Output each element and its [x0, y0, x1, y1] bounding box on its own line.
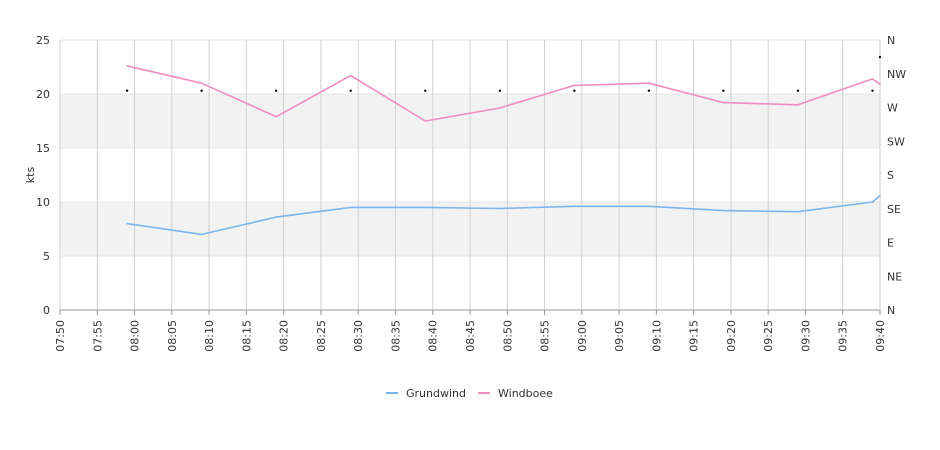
direction-tick-label: W	[887, 102, 898, 115]
legend-label: Windboee	[498, 387, 553, 400]
direction-marker	[722, 89, 725, 92]
direction-marker	[573, 89, 576, 92]
direction-marker	[647, 89, 651, 92]
x-tick-label: 08:30	[352, 320, 365, 352]
x-tick-label: 07:50	[54, 320, 67, 352]
data-point-windboee	[871, 78, 874, 80]
direction-marker	[796, 89, 800, 92]
x-tick-label: 09:35	[837, 320, 850, 352]
x-tick-label: 08:45	[464, 320, 477, 352]
series-lines	[126, 65, 881, 236]
x-tick-label: 07:55	[91, 320, 104, 352]
data-point-windboee	[275, 115, 277, 118]
legend-label: Grundwind	[406, 387, 466, 400]
direction-tick-label: S	[887, 169, 894, 182]
x-tick-label: 08:50	[501, 320, 514, 352]
data-point-grundwind	[871, 201, 874, 203]
x-tick-label: 09:10	[650, 320, 663, 352]
data-point-windboee	[126, 65, 128, 67]
direction-marker	[274, 89, 278, 92]
data-point-windboee	[349, 74, 352, 77]
direction-marker	[424, 89, 427, 92]
legend: Grundwind Windboee	[386, 387, 553, 400]
x-tick-label: 09:15	[688, 320, 701, 352]
x-tick-label: 09:25	[762, 320, 775, 352]
data-point-grundwind	[648, 205, 650, 208]
data-point-grundwind	[275, 216, 277, 218]
direction-tick-label: NW	[887, 68, 906, 81]
data-point-windboee	[424, 120, 427, 122]
x-tick-label: 09:05	[613, 320, 626, 352]
y-tick-label: 15	[36, 142, 50, 155]
y-tick-label: 20	[36, 88, 50, 101]
data-point-grundwind	[126, 222, 128, 225]
y-tick-label: 5	[43, 250, 50, 263]
grid-lines	[59, 39, 881, 311]
direction-markers	[125, 55, 882, 92]
series-line-windboee	[126, 65, 881, 122]
direction-marker	[349, 89, 352, 92]
direction-tick-label: E	[887, 237, 894, 250]
y-tick-label: 25	[36, 34, 50, 47]
direction-marker	[498, 89, 502, 92]
x-tick-label: 08:05	[166, 320, 179, 352]
direction-marker	[871, 89, 874, 92]
x-tick-label: 08:55	[539, 320, 552, 352]
x-tick-label: 08:25	[315, 320, 328, 352]
x-tick-label: 09:20	[725, 320, 738, 352]
data-point-grundwind	[797, 210, 799, 213]
data-point-grundwind	[424, 206, 427, 209]
data-point-windboee	[879, 83, 881, 86]
data-point-windboee	[648, 82, 650, 84]
data-point-grundwind	[200, 233, 203, 236]
x-tick-label: 08:35	[389, 320, 402, 352]
direction-tick-label: N	[887, 34, 895, 47]
x-tick-label: 08:20	[278, 320, 291, 352]
data-point-grundwind	[573, 205, 576, 208]
y-axis-title: kts	[24, 167, 37, 184]
data-point-grundwind	[722, 209, 725, 212]
direction-marker	[878, 55, 882, 59]
x-tick-label: 08:40	[427, 320, 440, 352]
data-point-windboee	[200, 82, 203, 84]
direction-marker	[200, 89, 203, 92]
axes: 0 5 10 15 20 25 07:50 07:55 08:00 08:05 08:10 08:15…	[24, 34, 906, 352]
data-point-windboee	[573, 84, 576, 87]
data-point-windboee	[499, 107, 501, 109]
data-point-grundwind	[349, 206, 352, 209]
direction-tick-label: NE	[887, 270, 902, 283]
data-point-grundwind	[879, 194, 881, 197]
data-point-windboee	[722, 101, 725, 104]
direction-tick-label: N	[887, 304, 895, 317]
y-tick-label: 0	[43, 304, 50, 317]
x-tick-label: 08:10	[203, 320, 216, 352]
data-point-windboee	[797, 104, 799, 106]
x-tick-label: 09:40	[874, 320, 887, 352]
x-tick-label: 09:00	[576, 320, 589, 352]
data-point-grundwind	[499, 207, 501, 210]
direction-tick-label: SE	[887, 203, 901, 216]
x-tick-label: 08:00	[129, 320, 142, 352]
direction-marker	[125, 89, 129, 92]
y-tick-label: 10	[36, 196, 50, 209]
x-tick-label: 09:30	[799, 320, 812, 352]
x-tick-label: 08:15	[240, 320, 253, 352]
series-line-grundwind	[126, 194, 881, 236]
direction-tick-label: SW	[887, 135, 905, 148]
